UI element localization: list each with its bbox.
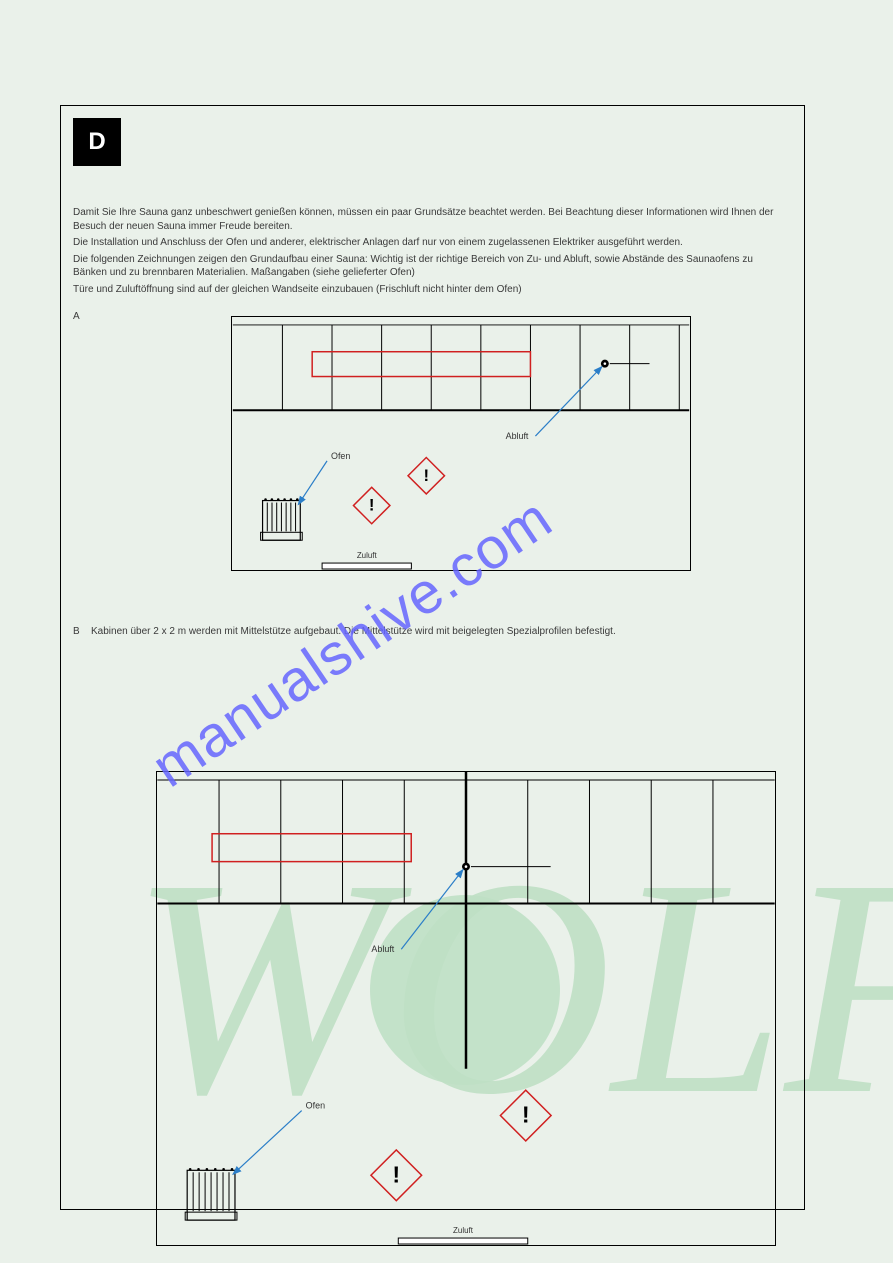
svg-text:Abluft: Abluft <box>506 431 529 441</box>
svg-text:Ofen: Ofen <box>331 451 350 461</box>
intro-p4: Türe und Zuluftöffnung sind auf der glei… <box>73 283 784 297</box>
svg-text:Ofen: Ofen <box>306 1101 325 1111</box>
section-b-label: B <box>73 626 80 637</box>
intro-p2: Die Installation und Anschluss der Ofen … <box>73 236 784 250</box>
intro-p3: Die folgenden Zeichnungen zeigen den Gru… <box>73 253 784 280</box>
section-a-label: A <box>73 311 80 322</box>
section-b-text: Kabinen über 2 x 2 m werden mit Mittelst… <box>91 626 784 637</box>
page-frame: D Damit Sie Ihre Sauna ganz unbeschwert … <box>60 105 805 1210</box>
intro-text: Damit Sie Ihre Sauna ganz unbeschwert ge… <box>73 206 784 299</box>
svg-text:!: ! <box>522 1102 530 1128</box>
language-flag: D <box>73 118 121 166</box>
diagram-a: Abluft Ofen Zuluft!! <box>231 316 691 571</box>
diagram-b: Abluft Ofen Zuluft!! <box>156 771 776 1246</box>
intro-p1: Damit Sie Ihre Sauna ganz unbeschwert ge… <box>73 206 784 233</box>
svg-text:Zuluft: Zuluft <box>453 1226 474 1235</box>
svg-text:!: ! <box>392 1161 400 1187</box>
svg-text:Zuluft: Zuluft <box>357 551 378 560</box>
svg-text:!: ! <box>423 466 429 485</box>
svg-text:!: ! <box>369 496 375 515</box>
svg-text:Abluft: Abluft <box>371 944 394 954</box>
